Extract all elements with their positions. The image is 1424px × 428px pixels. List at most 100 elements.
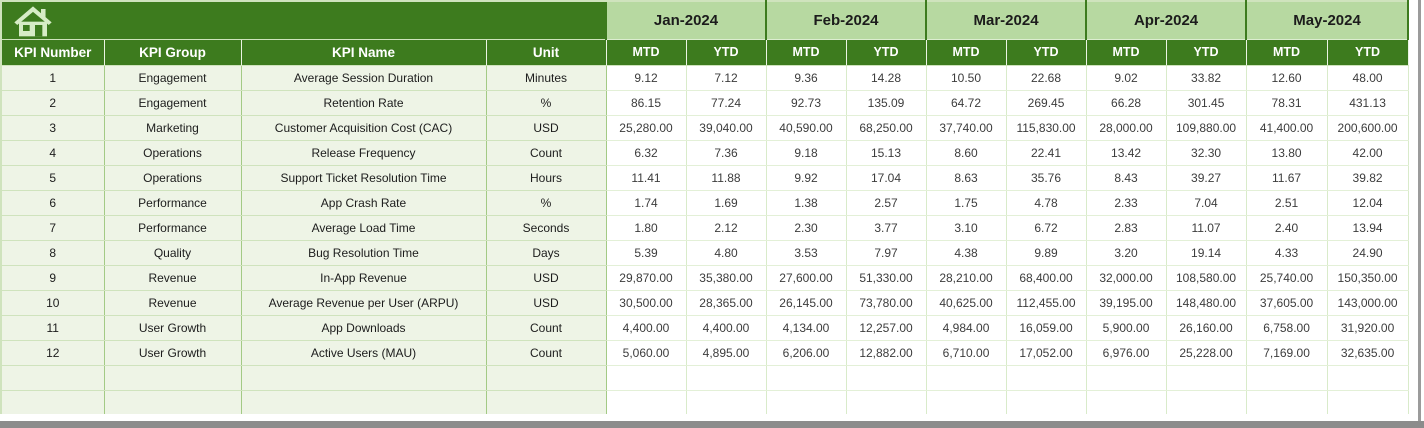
kpi-name-cell[interactable] [240,390,487,416]
kpi-value-cell[interactable]: 11.41 [605,165,687,191]
kpi-unit-cell[interactable]: % [485,190,607,216]
kpi-value-cell[interactable]: 12.60 [1245,65,1328,91]
subheader-ytd[interactable]: YTD [1166,39,1247,66]
kpi-value-cell[interactable] [685,365,767,391]
kpi-value-cell[interactable]: 4.38 [925,240,1007,266]
kpi-value-cell[interactable] [1245,390,1328,416]
kpi-name-cell[interactable]: App Downloads [240,315,487,341]
kpi-value-cell[interactable] [1005,390,1087,416]
kpi-number-cell[interactable]: 8 [0,240,105,266]
kpi-group-cell[interactable]: Revenue [103,265,242,291]
kpi-value-cell[interactable]: 6,710.00 [925,340,1007,366]
kpi-value-cell[interactable]: 3.10 [925,215,1007,241]
kpi-unit-cell[interactable]: Seconds [485,215,607,241]
kpi-value-cell[interactable]: 68,250.00 [845,115,927,141]
kpi-number-cell[interactable]: 9 [0,265,105,291]
kpi-value-cell[interactable]: 4.78 [1005,190,1087,216]
kpi-number-cell[interactable]: 3 [0,115,105,141]
kpi-value-cell[interactable] [1005,365,1087,391]
kpi-value-cell[interactable]: 135.09 [845,90,927,116]
kpi-value-cell[interactable]: 7.12 [685,65,767,91]
kpi-value-cell[interactable]: 1.69 [685,190,767,216]
kpi-unit-cell[interactable]: USD [485,265,607,291]
kpi-value-cell[interactable]: 7.36 [685,140,767,166]
kpi-value-cell[interactable]: 37,605.00 [1245,290,1328,316]
kpi-value-cell[interactable]: 39,195.00 [1085,290,1167,316]
kpi-value-cell[interactable]: 4,984.00 [925,315,1007,341]
kpi-value-cell[interactable]: 13.42 [1085,140,1167,166]
kpi-value-cell[interactable]: 9.92 [765,165,847,191]
kpi-value-cell[interactable]: 86.15 [605,90,687,116]
kpi-value-cell[interactable]: 8.60 [925,140,1007,166]
kpi-name-cell[interactable]: In-App Revenue [240,265,487,291]
kpi-value-cell[interactable]: 22.68 [1005,65,1087,91]
kpi-value-cell[interactable]: 3.77 [845,215,927,241]
kpi-value-cell[interactable]: 73,780.00 [845,290,927,316]
kpi-name-cell[interactable]: Average Session Duration [240,65,487,91]
kpi-value-cell[interactable]: 28,000.00 [1085,115,1167,141]
kpi-value-cell[interactable]: 25,228.00 [1165,340,1247,366]
kpi-name-cell[interactable]: Average Load Time [240,215,487,241]
kpi-value-cell[interactable]: 4.33 [1245,240,1328,266]
kpi-value-cell[interactable]: 108,580.00 [1165,265,1247,291]
subheader-mtd[interactable]: MTD [1246,39,1328,66]
kpi-value-cell[interactable]: 3.20 [1085,240,1167,266]
kpi-group-cell[interactable]: Performance [103,215,242,241]
kpi-value-cell[interactable] [1326,365,1409,391]
kpi-value-cell[interactable]: 301.45 [1165,90,1247,116]
kpi-value-cell[interactable]: 1.38 [765,190,847,216]
subheader-mtd[interactable]: MTD [926,39,1007,66]
kpi-value-cell[interactable]: 200,600.00 [1326,115,1409,141]
kpi-value-cell[interactable]: 22.41 [1005,140,1087,166]
kpi-value-cell[interactable]: 39.82 [1326,165,1409,191]
subheader-mtd[interactable]: MTD [766,39,847,66]
kpi-name-cell[interactable]: Retention Rate [240,90,487,116]
kpi-name-cell[interactable]: Average Revenue per User (ARPU) [240,290,487,316]
kpi-value-cell[interactable]: 19.14 [1165,240,1247,266]
kpi-value-cell[interactable]: 42.00 [1326,140,1409,166]
kpi-value-cell[interactable]: 5,900.00 [1085,315,1167,341]
kpi-value-cell[interactable]: 6,758.00 [1245,315,1328,341]
kpi-value-cell[interactable]: 109,880.00 [1165,115,1247,141]
kpi-value-cell[interactable]: 32.30 [1165,140,1247,166]
kpi-unit-cell[interactable] [485,365,607,391]
kpi-number-cell[interactable]: 10 [0,290,105,316]
column-header-kpi-name[interactable]: KPI Name [241,39,487,66]
kpi-value-cell[interactable]: 26,160.00 [1165,315,1247,341]
column-header-kpi-number[interactable]: KPI Number [0,39,105,66]
month-header-may[interactable]: May-2024 [1245,0,1410,40]
kpi-unit-cell[interactable]: Count [485,140,607,166]
home-button[interactable] [0,0,606,40]
kpi-value-cell[interactable]: 8.63 [925,165,1007,191]
subheader-ytd[interactable]: YTD [846,39,927,66]
kpi-value-cell[interactable]: 9.18 [765,140,847,166]
kpi-value-cell[interactable]: 5,060.00 [605,340,687,366]
kpi-name-cell[interactable]: Customer Acquisition Cost (CAC) [240,115,487,141]
kpi-value-cell[interactable]: 7.04 [1165,190,1247,216]
kpi-unit-cell[interactable]: USD [485,290,607,316]
column-header-kpi-group[interactable]: KPI Group [104,39,242,66]
kpi-value-cell[interactable]: 13.94 [1326,215,1409,241]
kpi-value-cell[interactable] [1245,365,1328,391]
kpi-value-cell[interactable]: 1.75 [925,190,1007,216]
kpi-value-cell[interactable]: 9.02 [1085,65,1167,91]
kpi-value-cell[interactable] [605,365,687,391]
kpi-value-cell[interactable]: 2.51 [1245,190,1328,216]
kpi-value-cell[interactable]: 5.39 [605,240,687,266]
month-header-mar[interactable]: Mar-2024 [925,0,1088,40]
kpi-number-cell[interactable]: 12 [0,340,105,366]
kpi-value-cell[interactable]: 269.45 [1005,90,1087,116]
kpi-group-cell[interactable]: Engagement [103,90,242,116]
kpi-number-cell[interactable]: 1 [0,65,105,91]
kpi-value-cell[interactable]: 4,895.00 [685,340,767,366]
kpi-unit-cell[interactable]: Hours [485,165,607,191]
kpi-name-cell[interactable]: Release Frequency [240,140,487,166]
kpi-value-cell[interactable]: 35.76 [1005,165,1087,191]
kpi-value-cell[interactable] [1326,390,1409,416]
kpi-value-cell[interactable]: 32,635.00 [1326,340,1409,366]
kpi-value-cell[interactable]: 3.53 [765,240,847,266]
kpi-value-cell[interactable]: 2.33 [1085,190,1167,216]
kpi-number-cell[interactable]: 6 [0,190,105,216]
kpi-value-cell[interactable]: 51,330.00 [845,265,927,291]
kpi-value-cell[interactable] [845,390,927,416]
